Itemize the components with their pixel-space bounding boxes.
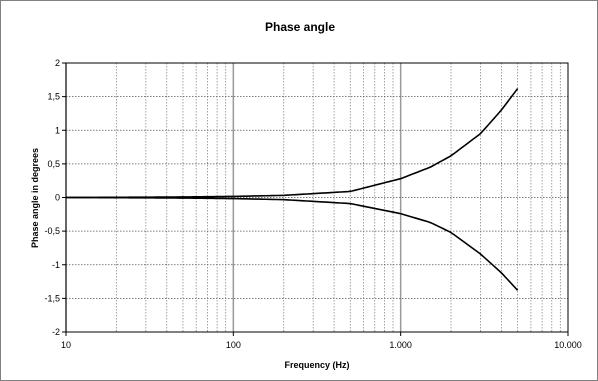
series-line-2 (65, 196, 519, 291)
y-tick-label: -1 (52, 260, 60, 270)
y-axis-title: Phase angle in degrees (30, 148, 40, 248)
y-tick-label: -1,5 (44, 293, 60, 303)
x-axis-title: Frequency (Hz) (284, 360, 349, 370)
x-tick-label: 100 (226, 340, 241, 350)
x-tick-label: 10.000 (554, 340, 582, 350)
y-tick-label: 1 (55, 125, 60, 135)
y-tick-label: 0,5 (47, 159, 60, 169)
axis-ticks: 10 100 1.000 10.000 2 1,5 1 0,5 0 -0,5 -1 -1,5 -2 (44, 58, 581, 350)
y-tick-label: 0 (55, 193, 60, 203)
y-tick-label: -2 (52, 327, 60, 337)
x-tick-label: 10 (61, 340, 71, 350)
y-tick-label: 2 (55, 58, 60, 68)
x-tick-label: 1.000 (389, 340, 412, 350)
y-tick-label: -0,5 (44, 226, 60, 236)
y-tick-label: 1,5 (47, 92, 60, 102)
chart-title: Phase angle (265, 20, 335, 34)
series-lines (65, 88, 519, 291)
